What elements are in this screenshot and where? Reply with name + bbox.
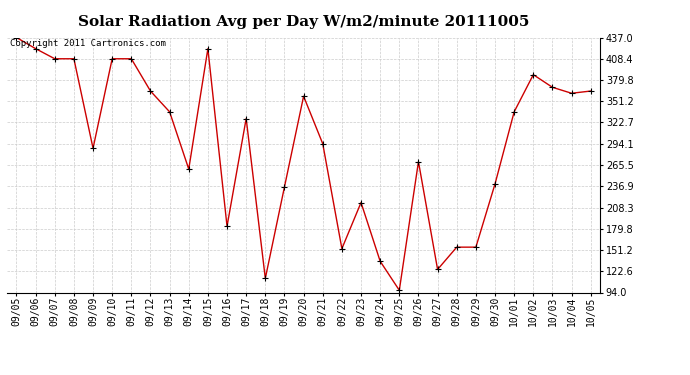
Text: Copyright 2011 Cartronics.com: Copyright 2011 Cartronics.com	[10, 39, 166, 48]
Text: Solar Radiation Avg per Day W/m2/minute 20111005: Solar Radiation Avg per Day W/m2/minute …	[78, 15, 529, 29]
